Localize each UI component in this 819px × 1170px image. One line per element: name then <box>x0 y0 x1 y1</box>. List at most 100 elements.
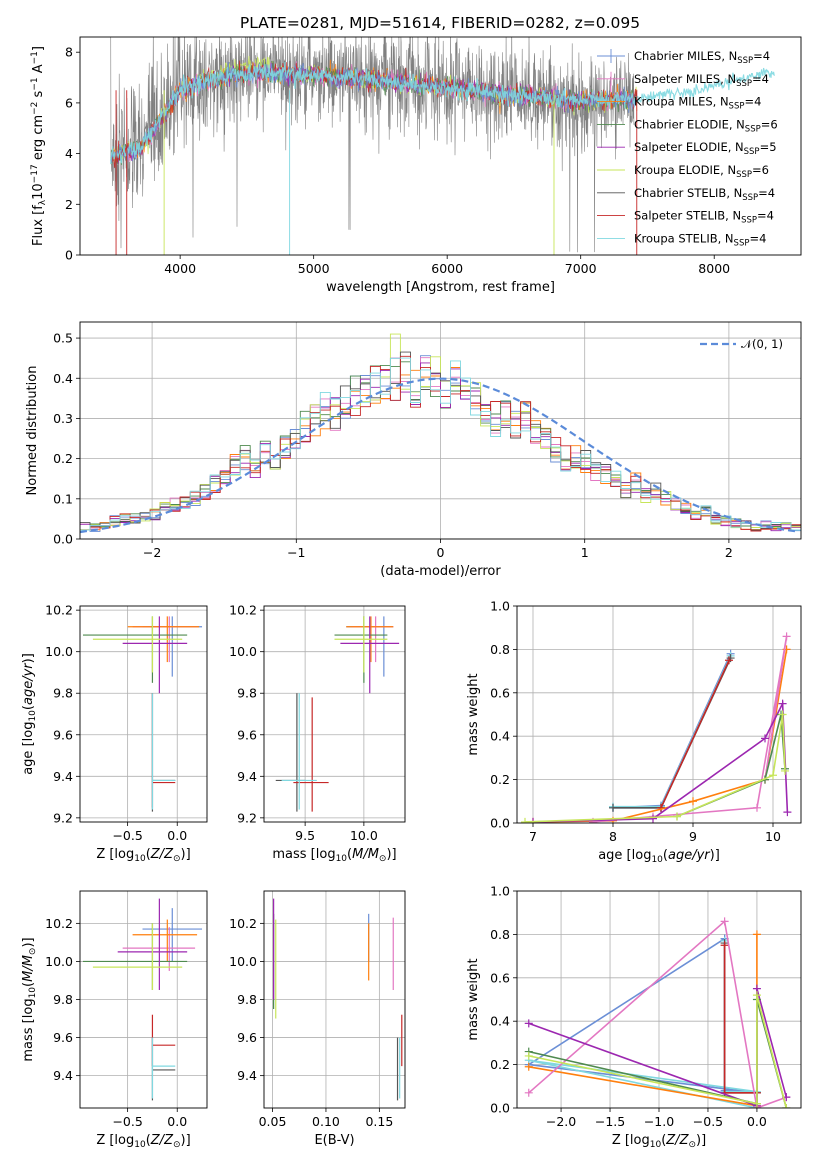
x-tick-label: 7000 <box>565 261 597 276</box>
y-tick-label: 0.4 <box>490 729 510 744</box>
x-axis-label: Z [log10(Z/Z⊙)] <box>96 1133 190 1150</box>
y-tick-label: 10.0 <box>229 954 257 969</box>
kroupa_elodie-weight-marker <box>782 1104 791 1108</box>
x-tick-label: 0.05 <box>259 1114 287 1129</box>
salpeter_stelib-legend-label: Salpeter STELIB, NSSP=4 <box>634 209 774 226</box>
y-tick-label: 9.6 <box>53 1030 73 1045</box>
kroupa_elodie-weight-marker <box>521 817 529 823</box>
y-tick-label: 0 <box>65 248 73 263</box>
figure-title: PLATE=0281, MJD=51614, FIBERID=0282, z=0… <box>240 14 640 32</box>
y-tick-label: 9.4 <box>53 769 73 784</box>
y-tick-label: 4 <box>65 146 73 161</box>
x-tick-label: 10.0 <box>350 828 378 843</box>
y-tick-label: 9.8 <box>237 686 257 701</box>
z_weight-plot-area <box>517 891 801 1108</box>
chabrier_stelib-legend-label: Chabrier STELIB, NSSP=4 <box>634 186 775 203</box>
y-axis-label: Flux [fλ10−17 erg cm−2 s−1 A−1] <box>30 46 48 246</box>
y-axis-label: Normed distribution <box>25 366 40 496</box>
x-tick-label: 2 <box>725 545 733 560</box>
z_mass-panel: −0.5 0.0 9.4 9.6 9.8 10.0 10.2 Z [log10(Z/Z⊙)] m… <box>21 890 208 1150</box>
x-tick-label: 0 <box>437 545 445 560</box>
x-tick-label: −0.5 <box>693 1114 723 1129</box>
x-tick-label: −1 <box>287 545 305 560</box>
x-tick-label: 7 <box>529 829 537 844</box>
ebv_mass-panel: 0.05 0.10 0.15 9.4 9.6 9.8 10.0 10.2 E(B-V) <box>229 890 406 1148</box>
spectrum-panel: 4000 5000 6000 7000 8000 0 2 4 6 8 wavelength [Ang… <box>30 36 802 295</box>
ebv_mass-frame <box>263 890 406 1109</box>
x-tick-label: 1 <box>581 545 589 560</box>
x-tick-label: −2.0 <box>546 1114 576 1129</box>
x-tick-label: 4000 <box>164 261 196 276</box>
y-tick-label: 6 <box>65 95 73 110</box>
mass_age-frame <box>263 605 406 823</box>
salpeter_elodie-weight-marker <box>778 699 787 708</box>
salpeter_miles-weight-marker <box>524 1088 533 1097</box>
kroupa_miles-weight-marker <box>524 1062 533 1071</box>
mass_age-panel: 9.5 10.0 9.2 9.4 9.6 9.8 10.0 10.2 mass [log10(M… <box>229 603 406 864</box>
y-axis-label: mass [log10(M/M⊙)] <box>21 937 38 1061</box>
x-tick-label: −1.5 <box>595 1114 625 1129</box>
x-axis-label: (data-model)/error <box>380 564 501 579</box>
y-tick-label: 10.0 <box>229 644 257 659</box>
y-tick-label: 0.4 <box>490 1014 510 1029</box>
spectrum-frame <box>79 36 802 256</box>
residuals-frame <box>79 321 802 540</box>
age_weight-plot-area <box>517 606 801 823</box>
x-tick-label: 5000 <box>298 261 330 276</box>
y-tick-label: 9.2 <box>53 810 73 825</box>
y-tick-label: 10.2 <box>229 603 257 618</box>
chabrier_elodie-legend-label: Chabrier ELODIE, NSSP=6 <box>634 117 778 134</box>
salpeter_elodie-weight-marker <box>524 1019 533 1028</box>
kroupa_elodie-weight-marker <box>673 812 681 821</box>
x-tick-label: 0.15 <box>365 1114 393 1129</box>
y-tick-label: 10.2 <box>45 916 73 931</box>
y-tick-label: 9.4 <box>237 769 257 784</box>
z_mass-frame <box>79 890 208 1109</box>
x-tick-label: 0.10 <box>312 1114 340 1129</box>
y-tick-label: 2 <box>65 197 73 212</box>
y-tick-label: 0.2 <box>490 772 510 787</box>
salpeter_stelib-weight-marker <box>720 941 729 950</box>
z_weight-panel: −2.0 −1.5 −1.0 −0.5 0.0 0.0 0.2 0.4 0.6 0.8 1.0 Z [… <box>466 884 802 1150</box>
x-axis-label: wavelength [Angstrom, rest frame] <box>326 280 555 295</box>
salpeter_stelib-weight-line <box>660 659 730 809</box>
salpeter_elodie-weight-marker <box>649 814 657 823</box>
x-tick-label: 10 <box>765 829 781 844</box>
y-tick-label: 0.3 <box>53 411 73 426</box>
z_weight-frame <box>516 890 802 1109</box>
kroupa_elodie-weight-marker <box>524 1051 533 1060</box>
y-tick-label: 9.6 <box>237 727 257 742</box>
z_age-panel: −0.5 0.0 9.2 9.4 9.6 9.8 10.0 10.2 Z [log10(Z/Z⊙… <box>21 603 208 864</box>
z_age-plot-area <box>80 606 207 822</box>
y-tick-label: 0.6 <box>490 970 510 985</box>
kroupa_miles-weight-marker <box>752 930 761 939</box>
observed-spectrum <box>110 37 635 253</box>
salpeter_miles-weight-marker <box>782 632 791 641</box>
salpeter_miles-weight-line <box>528 919 787 1108</box>
kroupa_elodie-weight-marker <box>769 771 777 780</box>
salpeter_elodie-legend-label: Salpeter ELODIE, NSSP=5 <box>634 140 777 157</box>
salpeter_miles-weight-marker <box>720 917 729 926</box>
y-tick-label: 0.4 <box>53 371 73 386</box>
y-tick-label: 9.4 <box>53 1068 73 1083</box>
y-tick-label: 9.4 <box>237 1068 257 1083</box>
y-tick-label: 9.6 <box>237 1030 257 1045</box>
ebv_mass-plot-area <box>264 891 405 1108</box>
kroupa_elodie-weight-line <box>528 994 788 1108</box>
kroupa_stelib-model-spectrum <box>110 61 775 165</box>
kroupa_elodie-weight-marker <box>752 1099 761 1108</box>
x-tick-label: −2 <box>143 545 161 560</box>
kroupa_miles-legend-label: Kroupa MILES, NSSP=4 <box>634 95 761 112</box>
kroupa_elodie-weight-marker <box>778 710 787 719</box>
x-tick-label: −0.5 <box>112 1114 142 1129</box>
age_weight-panel: 7 8 9 10 0.0 0.2 0.4 0.6 0.8 1.0 age [log10(age/yr… <box>466 599 802 865</box>
x-tick-label: 6000 <box>431 261 463 276</box>
y-tick-label: 10.2 <box>45 603 73 618</box>
residuals-plot-area <box>80 322 801 539</box>
x-axis-label: Z [log10(Z/Z⊙)] <box>612 1133 706 1150</box>
kroupa_stelib-weight-line <box>528 940 758 1108</box>
x-tick-label: 9 <box>689 829 697 844</box>
z_age-frame <box>79 605 208 823</box>
salpeter_miles-legend-label: Salpeter MILES, NSSP=4 <box>634 72 769 89</box>
